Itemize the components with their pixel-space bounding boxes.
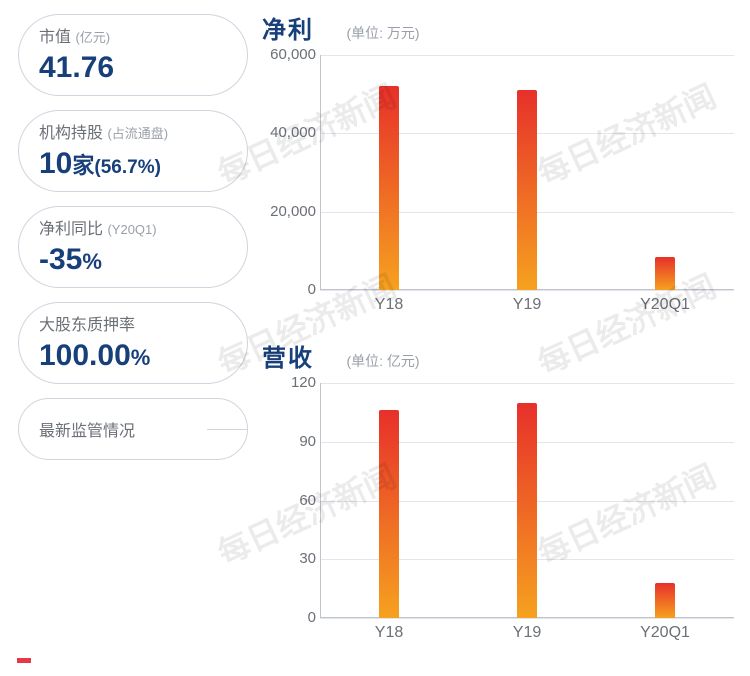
y-axis-tick-label: 120 (254, 374, 316, 391)
chart-unit: (单位: 亿元) (346, 353, 419, 369)
chart-area: 0306090120Y18Y19Y20Q1 (262, 383, 738, 618)
chart-gridline (320, 383, 734, 384)
chart-gridline (320, 618, 734, 619)
y-axis-tick-label: 60 (254, 492, 316, 509)
chart-bar (379, 86, 399, 290)
chart-bar (517, 90, 537, 290)
x-axis-tick-label: Y19 (513, 624, 541, 642)
stat-value: -35 (39, 243, 82, 276)
y-axis-tick-label: 30 (254, 550, 316, 567)
chart-bar (655, 583, 675, 618)
chart-area: 020,00040,00060,000Y18Y19Y20Q1 (262, 55, 738, 290)
stat-value: 100.00 (39, 339, 131, 372)
stat-label: 机构持股 (39, 125, 103, 142)
chart-net-profit: 净利 (单位: 万元) 020,00040,00060,000Y18Y19Y20… (262, 10, 738, 290)
stat-value: 10 (39, 147, 72, 180)
chart-unit: (单位: 万元) (346, 25, 419, 41)
y-axis-tick-label: 20,000 (254, 203, 316, 220)
stat-sublabel: (亿元) (75, 30, 110, 45)
stat-label: 大股东质押率 (39, 317, 135, 334)
stat-label: 市值 (39, 29, 71, 46)
chart-bar (517, 403, 537, 618)
charts-column: 净利 (单位: 万元) 020,00040,00060,000Y18Y19Y20… (262, 10, 738, 666)
y-axis-tick-label: 0 (254, 609, 316, 626)
y-axis (320, 55, 321, 290)
stat-pledge-ratio: 大股东质押率 100.00% (18, 302, 248, 384)
stat-value-pct: (56.7%) (94, 157, 161, 178)
x-axis-tick-label: Y19 (513, 296, 541, 314)
red-accent-bar (17, 658, 31, 663)
stat-value-trail: 家 (72, 153, 94, 178)
stat-label: 最新监管情况 (39, 423, 135, 440)
chart-bar (379, 410, 399, 618)
chart-title: 营收 (262, 345, 314, 372)
stat-sublabel: (占流通盘) (107, 126, 168, 141)
chart-revenue: 营收 (单位: 亿元) 0306090120Y18Y19Y20Q1 (262, 338, 738, 618)
stats-column: 市值 (亿元) 41.76 机构持股 (占流通盘) 10家(56.7%) 净利同… (18, 14, 248, 474)
chart-title: 净利 (262, 17, 314, 44)
y-axis-tick-label: 0 (254, 281, 316, 298)
dashboard: 每日经济新闻 每日经济新闻 每日经济新闻 每日经济新闻 每日经济新闻 每日经济新… (0, 0, 750, 676)
stat-value-trail: % (131, 345, 151, 370)
stat-sublabel: (Y20Q1) (107, 222, 156, 237)
x-axis-tick-label: Y18 (375, 624, 403, 642)
y-axis-tick-label: 60,000 (254, 46, 316, 63)
stat-label: 净利同比 (39, 221, 103, 238)
chart-gridline (320, 55, 734, 56)
stat-latest-regulation: 最新监管情况 (18, 398, 248, 460)
y-axis-tick-label: 40,000 (254, 124, 316, 141)
stat-net-profit-yoy: 净利同比 (Y20Q1) -35% (18, 206, 248, 288)
x-axis-tick-label: Y20Q1 (640, 296, 690, 314)
chart-bar (655, 257, 675, 290)
stat-market-cap: 市值 (亿元) 41.76 (18, 14, 248, 96)
stat-value-trail: % (82, 249, 102, 274)
y-axis (320, 383, 321, 618)
x-axis-tick-label: Y20Q1 (640, 624, 690, 642)
chart-gridline (320, 290, 734, 291)
stat-value: 41.76 (39, 51, 114, 84)
y-axis-tick-label: 90 (254, 433, 316, 450)
x-axis-tick-label: Y18 (375, 296, 403, 314)
stat-institutional-holdings: 机构持股 (占流通盘) 10家(56.7%) (18, 110, 248, 192)
